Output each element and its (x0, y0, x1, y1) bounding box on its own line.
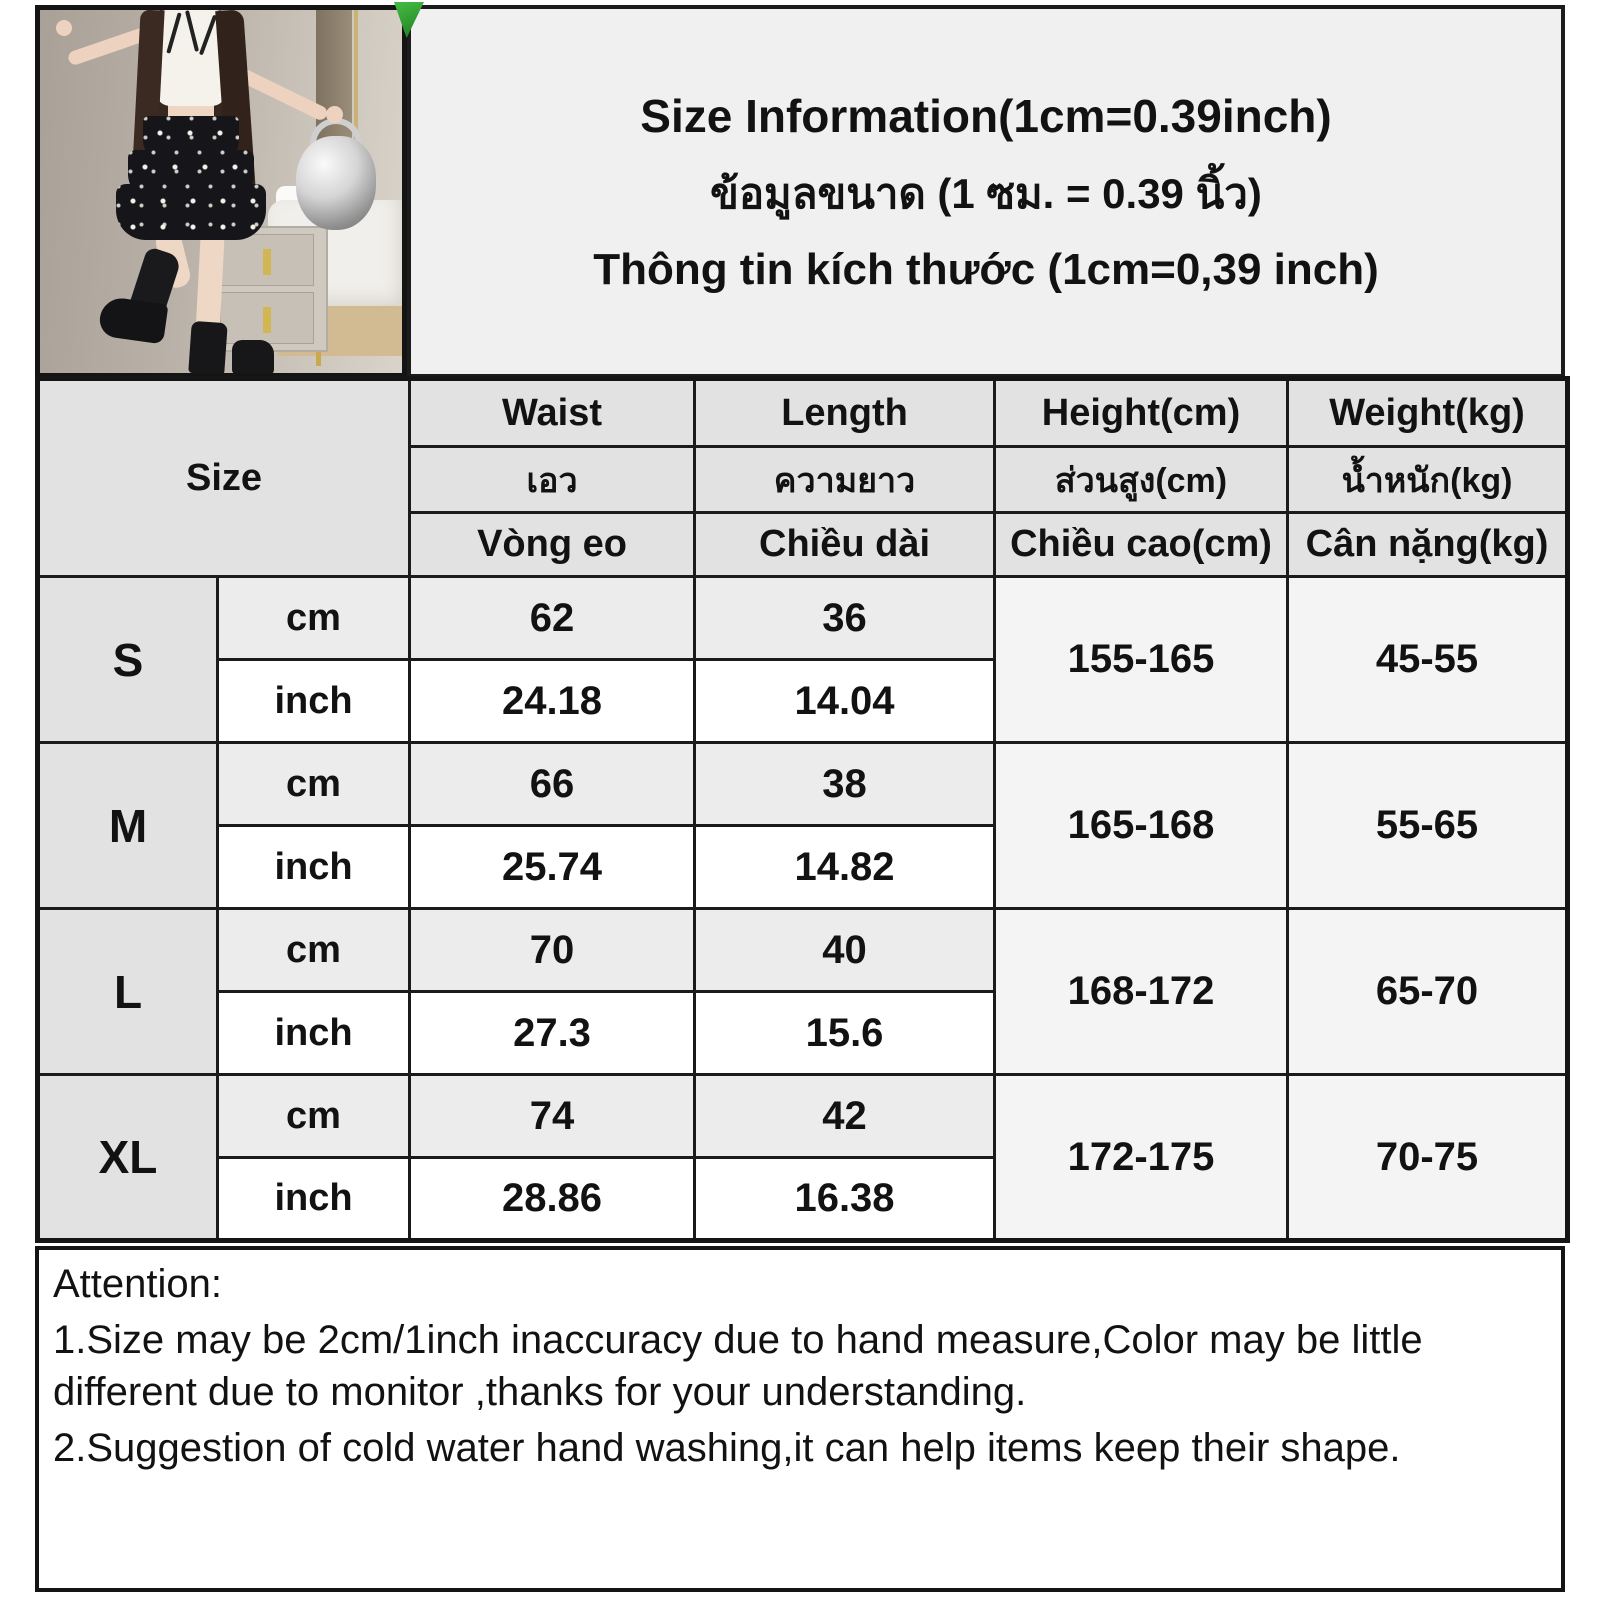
header-weight-th: น้ำหนัก(kg) (1286, 445, 1570, 514)
black-boot-foot (97, 295, 169, 345)
xl-height: 172-175 (993, 1073, 1290, 1242)
black-boot-second (232, 340, 274, 373)
unit-inch: inch (215, 1156, 412, 1242)
nightstand-drawer (220, 292, 314, 344)
white-crop-top (156, 10, 226, 106)
size-column-header: Size (35, 377, 412, 578)
row-m-inch: inch 25.74 14.82 (38, 824, 1568, 910)
size-table: Size Waist Length Height(cm) Weight(kg) … (35, 376, 1571, 1243)
l-waist-inch: 27.3 (408, 990, 697, 1076)
s-height: 155-165 (993, 575, 1290, 744)
black-boot-standing (188, 320, 228, 373)
xl-weight: 70-75 (1286, 1073, 1570, 1242)
row-xl-cm: XL cm 74 42 172-175 70-75 (36, 1073, 1570, 1242)
m-height: 165-168 (993, 741, 1290, 910)
xl-length-cm: 42 (693, 1073, 997, 1159)
nightstand (208, 226, 328, 352)
header-length-en: Length (693, 377, 997, 448)
title-english: Size Information(1cm=0.39inch) (640, 89, 1332, 142)
header-weight-vi: Cân nặng(kg) (1286, 511, 1570, 578)
silver-handbag (296, 136, 376, 230)
header-waist-en: Waist (408, 377, 697, 448)
header-row-vietnamese: Vòng eo Chiều dài Chiều cao(cm) Cân nặng… (38, 511, 1570, 578)
size-l: L (36, 907, 219, 1076)
xl-waist-cm: 74 (408, 1073, 697, 1159)
title-vietnamese: Thông tin kích thước (1cm=0,39 inch) (593, 244, 1379, 294)
m-length-cm: 38 (693, 741, 997, 827)
s-length-inch: 14.04 (693, 658, 997, 744)
drawer-handle (263, 249, 271, 275)
nightstand-leg (316, 348, 321, 366)
header-length-vi: Chiều dài (693, 511, 997, 578)
top-print-stroke (184, 10, 200, 52)
unit-inch: inch (215, 658, 412, 744)
attention-heading: Attention: (53, 1262, 223, 1306)
unit-cm: cm (215, 741, 412, 827)
unit-inch: inch (215, 990, 412, 1076)
s-length-cm: 36 (693, 575, 997, 661)
l-waist-cm: 70 (408, 907, 697, 993)
product-photo (35, 5, 407, 378)
title-panel: Size Information(1cm=0.39inch) ข้อมูลขนา… (407, 5, 1565, 378)
row-l-cm: L cm 70 40 168-172 65-70 (36, 907, 1570, 1076)
model-hand-right (326, 106, 343, 123)
top-print-stroke (198, 14, 218, 56)
row-l-inch: inch 27.3 15.6 (38, 990, 1568, 1076)
unit-cm: cm (215, 907, 412, 993)
size-m: M (36, 741, 219, 910)
size-xl: XL (36, 1073, 219, 1242)
s-waist-cm: 62 (408, 575, 697, 661)
l-weight: 65-70 (1286, 907, 1570, 1076)
unit-cm: cm (215, 1073, 412, 1159)
title-thai: ข้อมูลขนาด (1 ซม. = 0.39 นิ้ว) (710, 169, 1262, 217)
header-waist-th: เอว (408, 445, 697, 514)
header-weight-en: Weight(kg) (1286, 377, 1570, 448)
size-s: S (36, 575, 219, 744)
attention-note-1: 1.Size may be 2cm/1inch inaccuracy due t… (53, 1318, 1423, 1414)
m-weight: 55-65 (1286, 741, 1570, 910)
row-m-cm: M cm 66 38 165-168 55-65 (36, 741, 1570, 910)
unit-cm: cm (215, 575, 412, 661)
header-length-th: ความยาว (693, 445, 997, 514)
attention-note-2: 2.Suggestion of cold water hand washing,… (53, 1426, 1401, 1470)
header-waist-vi: Vòng eo (408, 511, 697, 578)
header-height-en: Height(cm) (993, 377, 1290, 448)
m-length-inch: 14.82 (693, 824, 997, 910)
drawer-handle (263, 307, 271, 333)
row-xl-inch: inch 28.86 16.38 (38, 1156, 1568, 1242)
l-length-inch: 15.6 (693, 990, 997, 1076)
xl-waist-inch: 28.86 (408, 1156, 697, 1242)
header-row-thai: เอว ความยาว ส่วนสูง(cm) น้ำหนัก(kg) (38, 445, 1570, 514)
top-print-stroke (166, 12, 182, 54)
s-weight: 45-55 (1286, 575, 1570, 744)
header-row-english: Size Waist Length Height(cm) Weight(kg) (35, 377, 1570, 578)
xl-length-inch: 16.38 (693, 1156, 997, 1242)
model-hand-left (56, 20, 72, 36)
m-waist-cm: 66 (408, 741, 697, 827)
row-s-cm: S cm 62 36 155-165 45-55 (36, 575, 1570, 744)
nightstand-drawer (220, 234, 314, 286)
l-height: 168-172 (993, 907, 1290, 1076)
unit-inch: inch (215, 824, 412, 910)
attention-box: Attention: 1.Size may be 2cm/1inch inacc… (35, 1246, 1565, 1592)
l-length-cm: 40 (693, 907, 997, 993)
wall-gold-trim (354, 10, 358, 225)
header-height-th: ส่วนสูง(cm) (993, 445, 1290, 514)
header-height-vi: Chiều cao(cm) (993, 511, 1290, 578)
s-waist-inch: 24.18 (408, 658, 697, 744)
m-waist-inch: 25.74 (408, 824, 697, 910)
skirt-tier-bottom (116, 184, 266, 240)
row-s-inch: inch 24.18 14.04 (38, 658, 1568, 744)
